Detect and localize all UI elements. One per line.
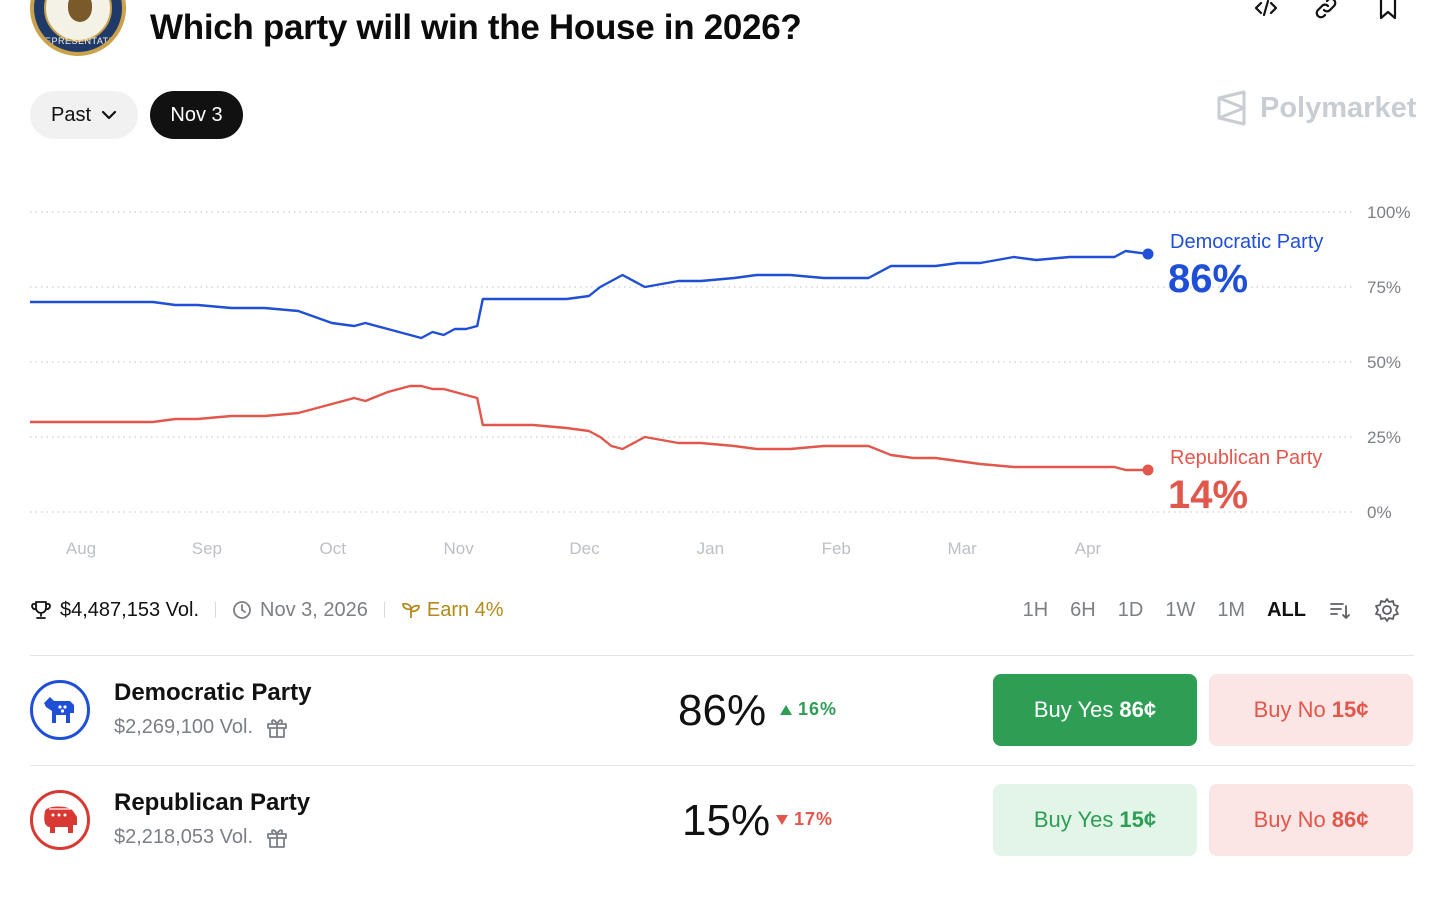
- y-tick-label: 100%: [1367, 203, 1410, 222]
- series-label-republican: Republican Party: [1170, 447, 1322, 469]
- democrat-logo: [30, 680, 90, 740]
- buy-no-price: 15¢: [1331, 697, 1369, 722]
- buy-yes-label: Buy Yes: [1033, 807, 1114, 832]
- triangle-up-icon: [780, 704, 792, 715]
- republican-logo: [30, 790, 90, 850]
- outcome-percent-republican: 15%: [682, 796, 771, 845]
- gift-icon[interactable]: [265, 715, 289, 739]
- triangle-down-icon: [776, 814, 788, 825]
- buy-no-button-republican[interactable]: Buy No 86¢: [1209, 784, 1413, 856]
- page-title: Which party will win the House in 2026?: [150, 8, 802, 47]
- x-tick-label: Aug: [66, 539, 96, 558]
- polymarket-logo-icon: [1217, 90, 1246, 126]
- outcome-percent-democrat: 86%: [678, 686, 767, 735]
- x-tick-label: Jan: [697, 539, 724, 558]
- buy-no-button-democrat[interactable]: Buy No 15¢: [1209, 674, 1413, 746]
- outcome-name-republican[interactable]: Republican Party: [114, 789, 311, 816]
- series-end-point-democratic: [1142, 248, 1154, 260]
- divider: [30, 655, 1414, 656]
- end-date: Nov 3, 2026: [260, 598, 368, 621]
- time-range-selector: 1H 6H 1D 1W 1M ALL: [1023, 596, 1400, 624]
- earn-rate[interactable]: Earn 4%: [426, 598, 504, 621]
- x-tick-label: Oct: [320, 539, 347, 558]
- series-end-point-republican: [1142, 464, 1154, 476]
- x-tick-label: Dec: [569, 539, 600, 558]
- range-1m[interactable]: 1M: [1217, 598, 1246, 621]
- outcome-change-democrat: 16%: [780, 699, 837, 720]
- buy-no-label: Buy No: [1253, 807, 1326, 832]
- link-icon[interactable]: [1312, 0, 1340, 22]
- series-line-republican: [30, 384, 1148, 472]
- donkey-icon: [44, 697, 74, 723]
- past-dropdown[interactable]: Past: [30, 91, 138, 139]
- series-label-democratic: Democratic Party: [1170, 231, 1323, 253]
- range-all[interactable]: ALL: [1267, 598, 1306, 621]
- sprout-icon: [401, 600, 421, 620]
- price-history-chart[interactable]: 100% 75% 50% 25% 0% Aug Sep Oct Nov Dec Jan Feb Mar A…: [0, 190, 1456, 570]
- outcome-volume-republican: $2,218,053 Vol.: [114, 825, 289, 849]
- buy-yes-button-democrat[interactable]: Buy Yes 86¢: [993, 674, 1197, 746]
- x-tick-label: Mar: [947, 539, 977, 558]
- y-tick-label: 50%: [1367, 353, 1401, 372]
- x-tick-label: Apr: [1075, 539, 1102, 558]
- settings-gear-icon[interactable]: [1374, 597, 1400, 623]
- trophy-icon: [30, 599, 52, 621]
- past-label: Past: [50, 103, 92, 126]
- buy-yes-button-republican[interactable]: Buy Yes 15¢: [993, 784, 1197, 856]
- embed-code-icon[interactable]: [1252, 0, 1280, 22]
- y-tick-label: 75%: [1367, 278, 1401, 297]
- divider: [30, 765, 1414, 766]
- bookmark-icon[interactable]: [1374, 0, 1402, 22]
- change-value: 16%: [798, 699, 838, 719]
- x-tick-label: Nov: [444, 539, 475, 558]
- range-1h[interactable]: 1H: [1022, 598, 1049, 621]
- range-1d[interactable]: 1D: [1117, 598, 1144, 621]
- buy-yes-price: 15¢: [1119, 807, 1157, 832]
- seal-text: REPRESENTATIVES: [38, 36, 126, 46]
- total-volume: $4,487,153 Vol.: [60, 598, 200, 621]
- outcome-change-republican: 17%: [776, 809, 833, 830]
- x-tick-label: Sep: [192, 539, 222, 558]
- volume-text: $2,269,100 Vol.: [114, 715, 254, 738]
- series-value-republican: 14%: [1168, 473, 1248, 517]
- buy-no-label: Buy No: [1253, 697, 1326, 722]
- range-1w[interactable]: 1W: [1165, 598, 1196, 621]
- date-tab-nov3[interactable]: Nov 3: [150, 91, 243, 139]
- elephant-icon: [44, 806, 77, 833]
- market-stats: $4,487,153 Vol. Nov 3, 2026 Earn 4%: [30, 596, 504, 624]
- y-tick-label: 25%: [1367, 428, 1401, 447]
- series-value-democratic: 86%: [1168, 257, 1248, 301]
- volume-text: $2,218,053 Vol.: [114, 825, 254, 848]
- sort-lines-icon[interactable]: [1328, 598, 1352, 622]
- outcome-volume-democrat: $2,269,100 Vol.: [114, 715, 289, 739]
- series-line-democratic: [30, 249, 1149, 340]
- gift-icon[interactable]: [265, 825, 289, 849]
- change-value: 17%: [794, 809, 834, 829]
- buy-yes-price: 86¢: [1119, 697, 1157, 722]
- polymarket-watermark: Polymarket: [1216, 90, 1416, 126]
- clock-icon: [232, 600, 252, 620]
- buy-no-price: 86¢: [1331, 807, 1369, 832]
- y-tick-label: 0%: [1367, 503, 1392, 522]
- range-6h[interactable]: 6H: [1070, 598, 1096, 621]
- outcome-name-democrat[interactable]: Democratic Party: [114, 679, 312, 706]
- market-seal-logo: REPRESENTATIVES: [30, 0, 126, 56]
- brand-name: Polymarket: [1260, 91, 1417, 124]
- x-tick-label: Feb: [822, 539, 851, 558]
- buy-yes-label: Buy Yes: [1033, 697, 1114, 722]
- chevron-down-icon: [101, 110, 117, 120]
